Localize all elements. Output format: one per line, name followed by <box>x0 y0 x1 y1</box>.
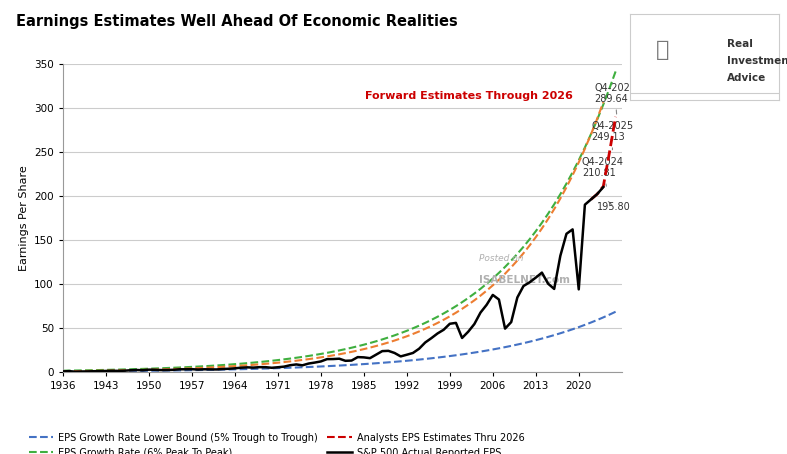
Text: Real: Real <box>727 39 752 49</box>
Text: Advice: Advice <box>727 73 766 84</box>
Text: ISABELNET.com: ISABELNET.com <box>479 275 571 285</box>
Text: Posted on: Posted on <box>479 253 523 262</box>
Y-axis label: Earnings Per Share: Earnings Per Share <box>19 165 28 271</box>
Text: Q4-2024
210.81: Q4-2024 210.81 <box>582 157 624 186</box>
Text: 195.80: 195.80 <box>597 202 631 212</box>
Legend: EPS Growth Rate Lower Bound (5% Trough to Trough), EPS Growth Rate (6% Peak To P: EPS Growth Rate Lower Bound (5% Trough t… <box>28 433 524 454</box>
Text: Q4-2025
249.13: Q4-2025 249.13 <box>591 121 634 150</box>
Text: Earnings Estimates Well Ahead Of Economic Realities: Earnings Estimates Well Ahead Of Economi… <box>16 14 457 29</box>
Text: 🦅: 🦅 <box>656 40 669 60</box>
Text: Investment: Investment <box>727 56 787 66</box>
Text: Forward Estimates Through 2026: Forward Estimates Through 2026 <box>364 91 573 101</box>
Text: Q4-2026
289.64: Q4-2026 289.64 <box>594 83 636 114</box>
